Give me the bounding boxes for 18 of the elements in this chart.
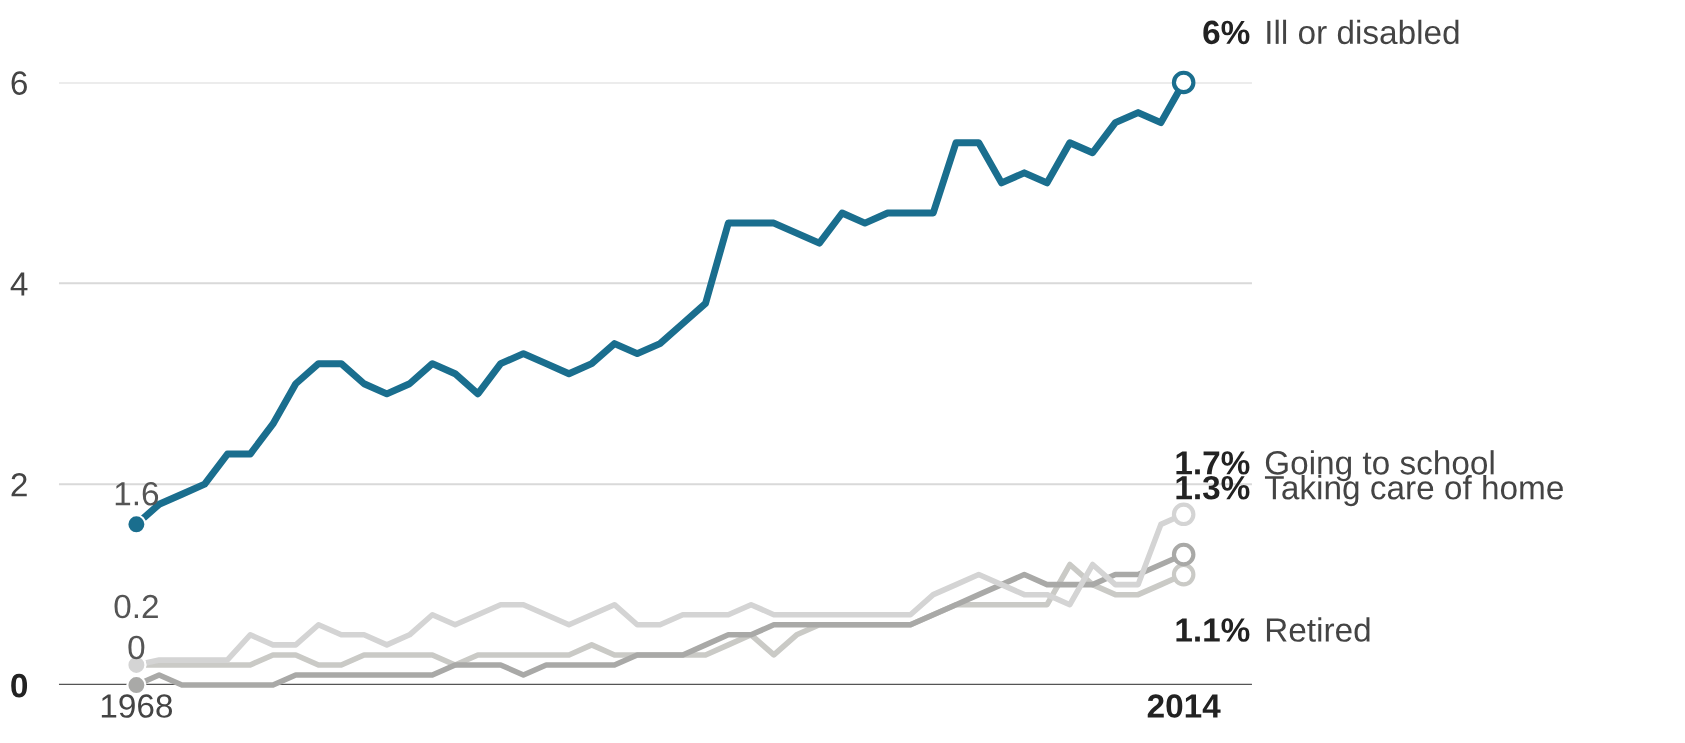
- data-label: 0.2: [114, 594, 158, 619]
- data-label: 0: [128, 635, 145, 660]
- point: [126, 674, 147, 696]
- y-tick-label: 2: [11, 472, 27, 497]
- text: Retired: [1266, 617, 1370, 642]
- point: [1171, 502, 1196, 527]
- y-tick-label: 4: [10, 272, 28, 296]
- data-label: 1.6: [115, 481, 159, 506]
- data-label: 1.1%: [1176, 618, 1250, 642]
- data-label: 1.7%: [1176, 451, 1250, 475]
- x-tick-label: 1968: [101, 694, 173, 718]
- text: Ill or disabled: [1267, 19, 1459, 45]
- point: [126, 514, 147, 535]
- x-tick-label: 2014: [1147, 694, 1221, 718]
- data-label: 6%: [1203, 20, 1250, 45]
- y-tick-label: 0: [11, 673, 28, 698]
- data-label: 1.3%: [1176, 475, 1250, 500]
- y-tick-label: 6: [11, 71, 27, 95]
